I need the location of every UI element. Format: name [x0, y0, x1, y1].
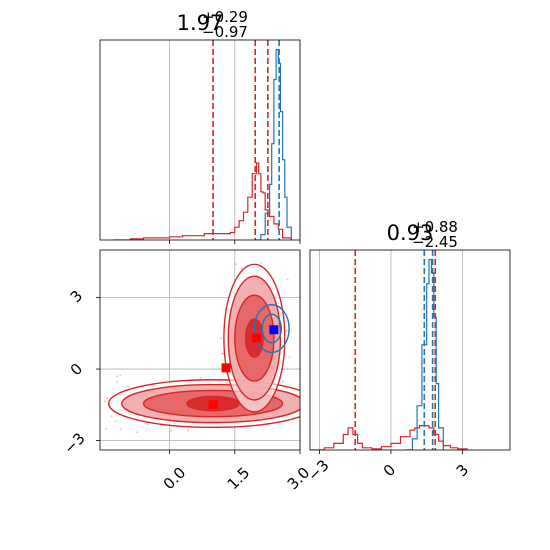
blue-contour-0 [253, 304, 290, 354]
x-tick-label-r3: 3 [453, 461, 472, 480]
hist-bottom-right: −3 0 3 0.93 +0.88 −2.45 [304, 218, 511, 485]
quantiles-bottom-right [354, 250, 437, 450]
series-line-c-1 [405, 258, 444, 450]
grid-bottom-right [319, 250, 463, 450]
scatter-point [119, 428, 122, 431]
scatter-point [302, 393, 304, 395]
title-minus-top-left: −0.97 [202, 23, 248, 41]
scatter-point [235, 263, 237, 266]
scatter-point [282, 380, 285, 383]
scatter-point [114, 420, 117, 423]
scatter-point [116, 375, 118, 378]
scatter-point [260, 261, 263, 264]
markers-bottom-left [208, 325, 279, 410]
x-tick-label-1: 0.0 [160, 464, 190, 494]
scatter-point [187, 429, 190, 432]
y-tick-label-1: 3 [67, 287, 86, 306]
scatter-point [170, 430, 173, 432]
scatter-point [127, 385, 130, 388]
series-line-c-0 [310, 425, 468, 450]
hist-top-left: 1.97 +0.29 −0.97 [99, 8, 301, 244]
ticks-bottom-right [319, 450, 463, 454]
ticks-top-left [169, 240, 301, 244]
scatter-point [110, 415, 113, 418]
x-tick-label-r2: 0 [380, 461, 399, 480]
contour-bottom-left: 0.0 1.5 3.0 3 0 −3 [60, 249, 313, 494]
series-line-a-1 [256, 48, 292, 240]
axes-frame-top-left [99, 39, 301, 241]
y-tick-label-3: −3 [60, 429, 88, 457]
series-top-left [113, 48, 292, 240]
scatter-point [146, 423, 149, 426]
y-tick-label-2: 0 [67, 360, 86, 379]
scatter-point [286, 278, 289, 281]
scatter-point [103, 400, 106, 403]
title-bottom-right: 0.93 [387, 221, 434, 245]
scatter-point [119, 374, 122, 377]
blue-contour-1 [261, 313, 283, 344]
quantiles-top-left [212, 40, 280, 240]
title-plus-top-left: +0.29 [202, 8, 248, 26]
series-line-a-0 [113, 162, 292, 240]
scatter-point [307, 396, 309, 398]
marker-square-0 [208, 400, 218, 410]
title-top-left: 1.97 [177, 11, 224, 35]
axes-frame-bottom-left [99, 249, 301, 451]
scatter-point [304, 393, 306, 395]
scatter-point [311, 376, 313, 378]
title-value-bottom-right: 0.93 [387, 221, 434, 245]
marker-square-3 [269, 325, 279, 335]
title-minus-bottom-right: −2.45 [412, 233, 458, 251]
scatter-point [240, 267, 243, 270]
ticks-bottom-left [96, 297, 301, 454]
scatter-point [285, 329, 288, 332]
marker-square-1 [221, 363, 231, 373]
axes-frame-bottom-right [309, 249, 511, 451]
scatter-point [105, 427, 108, 430]
title-plus-bottom-right: +0.88 [412, 218, 458, 236]
scatter-point [136, 431, 139, 433]
scatter-point [199, 376, 202, 379]
title-value-top-left: 1.97 [177, 11, 224, 35]
scatter-point [220, 337, 223, 340]
series-bottom-right [310, 258, 468, 450]
scatter-point [301, 399, 303, 401]
x-tick-label-2: 1.5 [224, 464, 254, 494]
scatter-point [105, 396, 108, 399]
marker-square-2 [252, 333, 262, 343]
scatter-point [116, 380, 119, 383]
scatter-point [221, 352, 223, 355]
scatter-point [288, 356, 291, 359]
